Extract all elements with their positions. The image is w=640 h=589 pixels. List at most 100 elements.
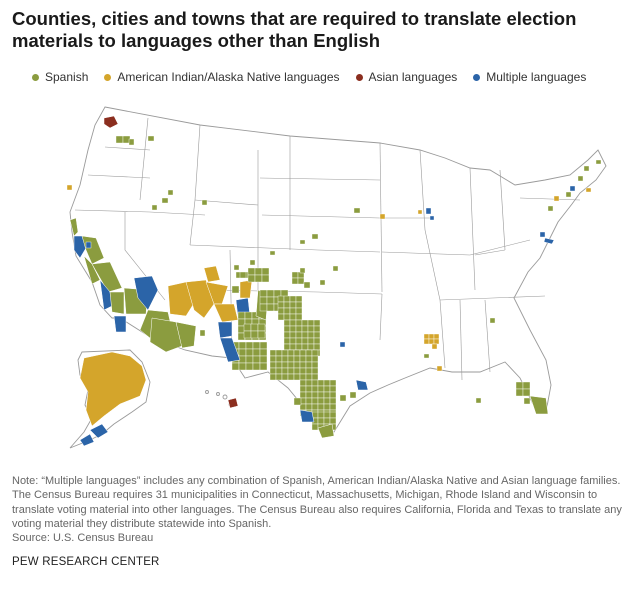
county-179 [299, 367, 307, 375]
county-291 [489, 317, 496, 324]
county-74 [259, 348, 268, 357]
county-174 [293, 367, 301, 375]
county-36 [247, 274, 256, 283]
county-252 [299, 239, 306, 245]
county-103 [283, 295, 291, 303]
county-167 [287, 355, 295, 363]
county-265 [423, 333, 430, 340]
county-109 [289, 307, 297, 315]
state-border-line-18 [379, 293, 383, 341]
county-231 [317, 417, 325, 425]
county-285 [515, 388, 524, 397]
county-279 [569, 185, 576, 192]
county-73 [259, 341, 268, 350]
county-region-295 [227, 397, 239, 409]
legend-label-multiple: Multiple languages [486, 70, 587, 84]
county-222 [329, 385, 337, 393]
county-6 [161, 197, 169, 204]
county-177 [299, 355, 307, 363]
state-border-line-5 [74, 209, 206, 216]
county-region-274 [543, 237, 555, 245]
county-105 [283, 307, 291, 315]
county-175 [293, 373, 301, 381]
county-230 [317, 411, 325, 419]
county-76 [259, 362, 268, 371]
county-2 [115, 135, 124, 144]
county-178 [299, 361, 307, 369]
state-border-line-26 [474, 249, 506, 256]
county-142 [307, 337, 315, 345]
county-158 [275, 361, 283, 369]
county-35 [247, 267, 256, 276]
county-18 [85, 241, 92, 249]
state-border-line-15 [317, 249, 381, 253]
county-223 [329, 391, 337, 399]
county-62 [238, 348, 247, 357]
county-165 [281, 373, 289, 381]
county-210 [317, 385, 325, 393]
county-45 [244, 311, 253, 320]
county-region-12 [91, 261, 123, 293]
county-233 [323, 411, 331, 419]
county-146 [313, 325, 321, 333]
county-122 [289, 325, 297, 333]
county-region-10 [73, 235, 87, 259]
county-246 [291, 271, 299, 279]
county-region-16 [113, 315, 127, 333]
legend-item-asian: Asian languages [355, 70, 457, 84]
county-5 [147, 135, 155, 142]
county-261 [167, 189, 174, 196]
county-86 [249, 259, 256, 266]
county-152 [269, 355, 277, 363]
county-170 [287, 373, 295, 381]
county-78 [243, 330, 252, 339]
county-region-292 [79, 351, 147, 427]
county-156 [275, 349, 283, 357]
county-157 [275, 355, 283, 363]
county-101 [277, 307, 285, 315]
county-219 [323, 403, 331, 411]
county-180 [299, 373, 307, 381]
county-290 [475, 397, 482, 404]
county-282 [595, 159, 602, 165]
county-186 [311, 349, 319, 357]
state-border-line-9 [189, 244, 319, 251]
county-region-83 [219, 337, 241, 363]
county-23 [199, 329, 206, 337]
county-224 [329, 397, 337, 405]
county-119 [283, 343, 291, 351]
county-154 [269, 367, 277, 375]
county-276 [547, 205, 554, 212]
county-271 [431, 343, 438, 350]
county-107 [289, 295, 297, 303]
county-130 [295, 337, 303, 345]
county-258 [269, 250, 276, 256]
county-262 [425, 207, 432, 215]
legend-item-multiple: Multiple languages [473, 70, 586, 84]
county-266 [423, 338, 430, 345]
state-border-line-23 [439, 295, 546, 301]
county-70 [252, 348, 261, 357]
county-72 [252, 362, 261, 371]
state-border-line-13 [259, 177, 381, 181]
county-190 [311, 373, 319, 381]
county-90 [266, 289, 275, 298]
county-253 [353, 207, 361, 214]
county-153 [269, 361, 277, 369]
county-32 [231, 285, 240, 294]
county-281 [583, 165, 590, 172]
county-225 [329, 403, 337, 411]
county-249 [297, 277, 305, 285]
legend-swatch-multiple [473, 73, 481, 81]
county-173 [293, 361, 301, 369]
legend-item-spanish: Spanish [32, 70, 88, 84]
county-149 [313, 343, 321, 351]
county-region-15 [109, 291, 125, 315]
county-164 [281, 367, 289, 375]
state-border-line-3 [104, 146, 151, 151]
county-65 [245, 341, 254, 350]
county-250 [303, 281, 311, 289]
county-162 [281, 355, 289, 363]
county-237 [329, 417, 337, 425]
county-131 [295, 343, 303, 351]
